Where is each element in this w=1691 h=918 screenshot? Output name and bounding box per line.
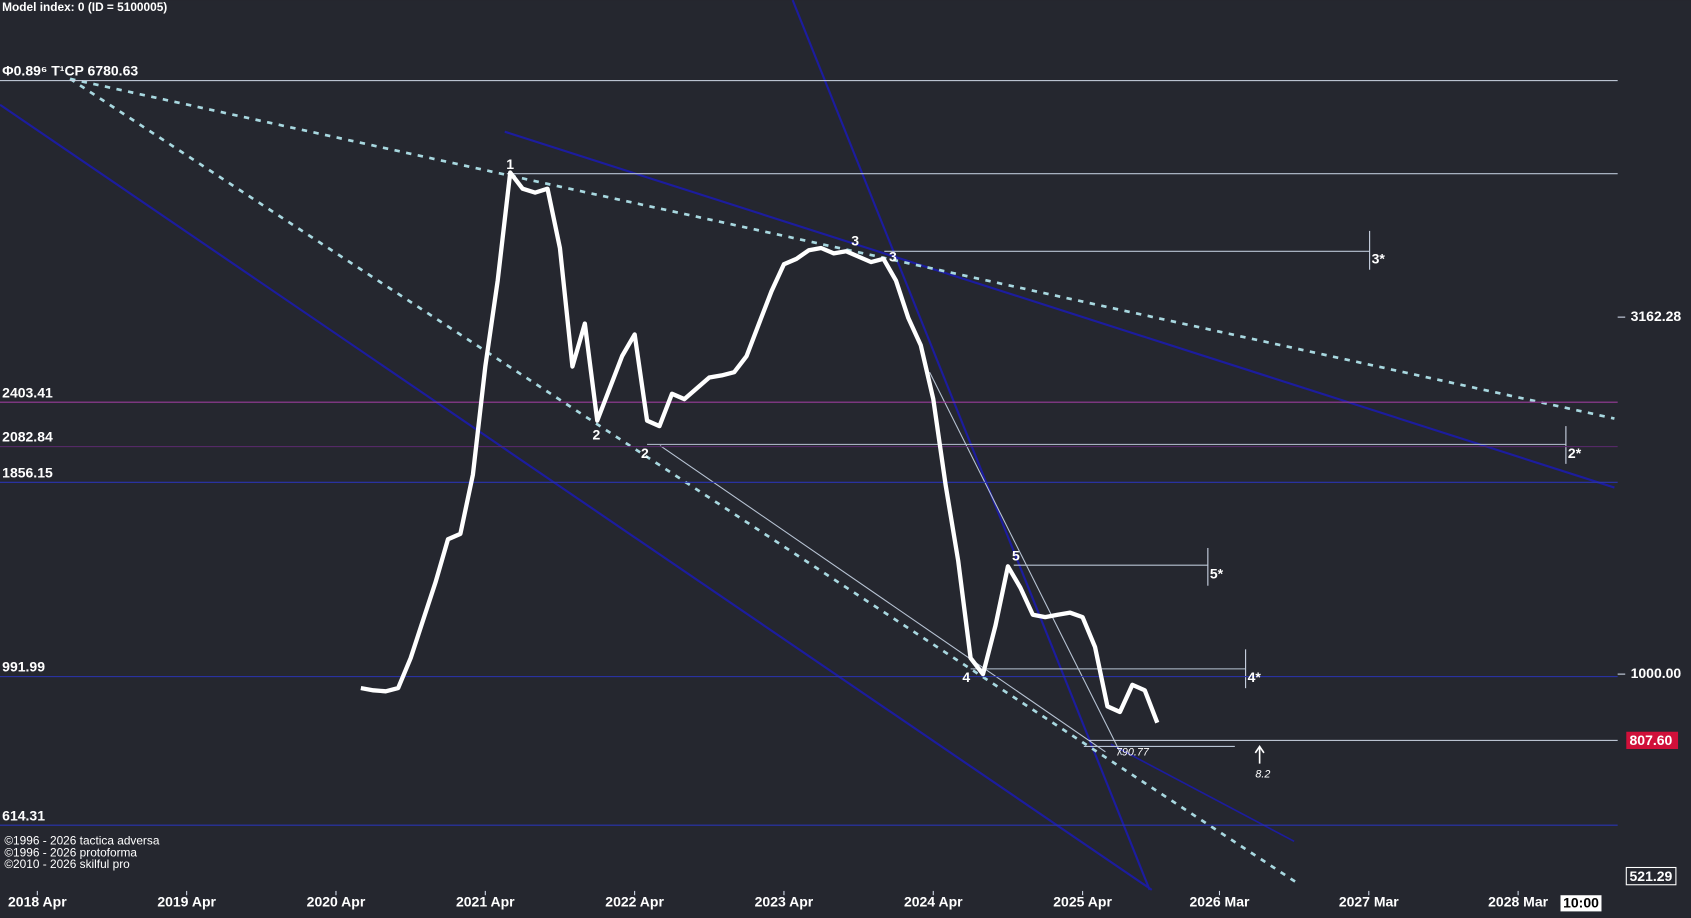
- arrow: [1254, 744, 1265, 764]
- x-tick-label: 2027 Mar: [1339, 893, 1399, 909]
- level-label: Φ0.89⁶ T¹CP 6780.63: [2, 63, 138, 79]
- y-tick-label: 3162.28: [1631, 308, 1682, 324]
- wave-label: 8.2: [1255, 768, 1270, 780]
- dashed-trend: [69, 77, 1301, 886]
- bottom-price-box: [1625, 866, 1677, 886]
- wave-label: 2: [592, 427, 600, 443]
- dashed-trend: [69, 77, 1615, 420]
- wave-label: 2: [641, 445, 649, 461]
- x-tick-label: 2024 Apr: [904, 893, 963, 909]
- header: Model index: 0 (ID = 5100005): [2, 0, 167, 14]
- last-price-badge: [1626, 731, 1679, 750]
- level-label: 991.99: [2, 659, 45, 675]
- wave-label: 4*: [1248, 669, 1262, 685]
- time-label: 10:00: [1563, 895, 1599, 911]
- level-label: 2403.41: [2, 384, 53, 400]
- level-label: 614.31: [2, 807, 45, 823]
- wave-label: 2*: [1568, 445, 1582, 461]
- wave-label: 4: [962, 669, 970, 685]
- wave-label: 3*: [1372, 251, 1386, 267]
- footer-line: ©1996 - 2026 protoforma: [4, 845, 137, 859]
- wave-label: 3: [889, 249, 897, 265]
- y-tick-label: 1000.00: [1631, 665, 1682, 681]
- thin-trend: [659, 445, 1106, 753]
- x-tick-label: 2028 Mar: [1488, 893, 1548, 909]
- price-line: [360, 170, 1160, 724]
- wave-label: 3: [851, 232, 859, 248]
- trend-line: [504, 130, 1615, 489]
- x-tick-label: 2019 Apr: [157, 893, 216, 909]
- thin-trend: [929, 371, 1123, 756]
- x-tick-label: 2023 Apr: [755, 893, 814, 909]
- x-tick-label: 2018 Apr: [8, 893, 67, 909]
- trend-line: [0, 103, 1153, 891]
- wave-label: 790.77: [1116, 747, 1150, 759]
- last-price-label: 807.60: [1630, 732, 1673, 748]
- x-tick-label: 2025 Apr: [1053, 893, 1112, 909]
- level-label: 2082.84: [2, 429, 53, 445]
- wave-label: 1: [506, 156, 514, 172]
- level-label: 1856.15: [2, 464, 53, 480]
- wave-label: 5: [1012, 547, 1020, 563]
- x-tick-label: 2026 Mar: [1190, 893, 1250, 909]
- x-tick-label: 2021 Apr: [456, 893, 515, 909]
- wave-label: 5*: [1210, 566, 1224, 582]
- footer-line: ©2010 - 2026 skilful pro: [4, 857, 130, 871]
- trend-lines: [0, 0, 1615, 891]
- time-box: [1560, 895, 1602, 912]
- bottom-price-label: 521.29: [1630, 868, 1673, 884]
- x-tick-label: 2022 Apr: [605, 893, 664, 909]
- x-tick-label: 2020 Apr: [307, 893, 366, 909]
- footer-line: ©1996 - 2026 tactica adversa: [4, 833, 160, 847]
